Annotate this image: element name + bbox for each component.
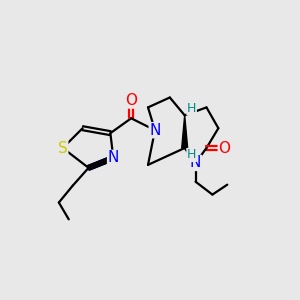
Polygon shape — [182, 115, 188, 148]
Text: S: S — [58, 140, 68, 155]
Text: O: O — [218, 140, 230, 155]
Text: N: N — [108, 150, 119, 165]
Text: H: H — [187, 148, 196, 161]
Text: H: H — [187, 102, 196, 115]
Text: N: N — [149, 123, 161, 138]
Text: N: N — [190, 155, 201, 170]
Text: O: O — [125, 93, 137, 108]
